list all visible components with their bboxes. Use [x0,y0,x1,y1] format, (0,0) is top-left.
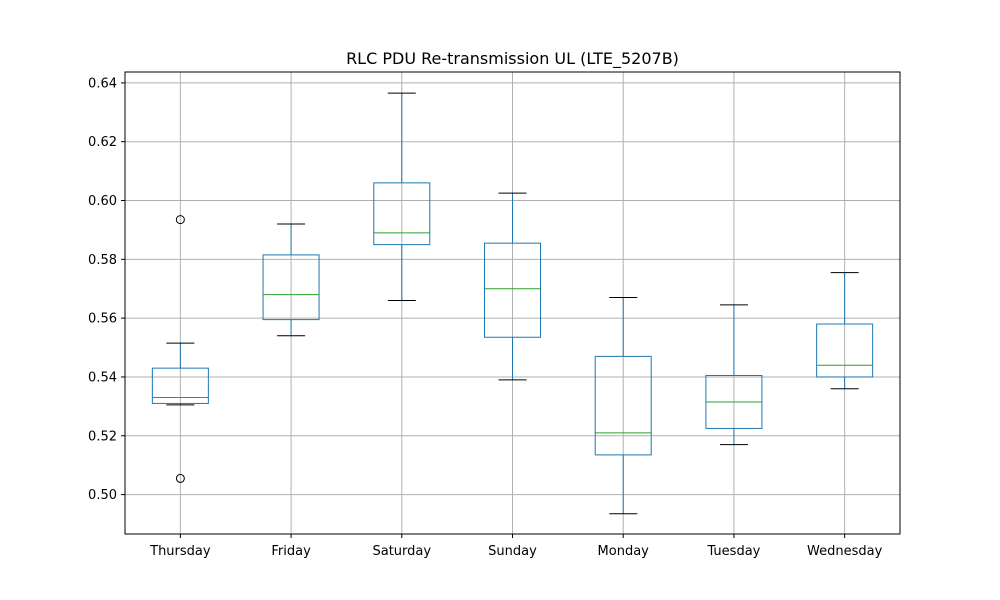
box-sunday [484,192,541,381]
x-tick-label: Monday [598,544,650,559]
outlier-point [175,473,185,483]
iqr-box [373,182,431,246]
outlier-point [175,215,185,225]
plot-frame [124,71,901,535]
box-friday [262,223,320,337]
box-saturday [373,92,431,302]
y-tick-label: 0.54 [88,370,117,385]
iqr-box [151,367,209,404]
box-thursday [151,215,209,483]
y-tick-label: 0.52 [88,429,117,444]
x-tick-label: Tuesday [706,544,760,559]
iqr-box [484,242,541,338]
y-tick-label: 0.60 [88,194,117,209]
x-tick-label: Sunday [488,544,537,559]
chart-title: RLC PDU Re-transmission UL (LTE_5207B) [346,49,679,69]
y-tick-label: 0.64 [88,76,117,91]
y-tick-label: 0.56 [88,312,117,327]
y-tick-label: 0.58 [88,253,117,268]
iqr-box [594,355,652,456]
y-tick-label: 0.62 [88,135,117,150]
ticks-layer: 0.50 0.52 0.54 0.56 0.58 0.60 0.62 0.64 Thursday… [88,76,883,559]
box-wednesday [816,272,874,390]
iqr-box [262,254,320,321]
x-tick-label: Thursday [149,544,211,559]
box-monday [594,297,652,515]
x-tick-label: Friday [271,544,311,559]
iqr-box [816,323,874,378]
boxes-layer [151,92,874,515]
x-tick-label: Wednesday [807,544,883,559]
box-tuesday [705,304,763,446]
y-tick-label: 0.50 [88,488,117,503]
x-tick-label: Saturday [372,544,431,559]
